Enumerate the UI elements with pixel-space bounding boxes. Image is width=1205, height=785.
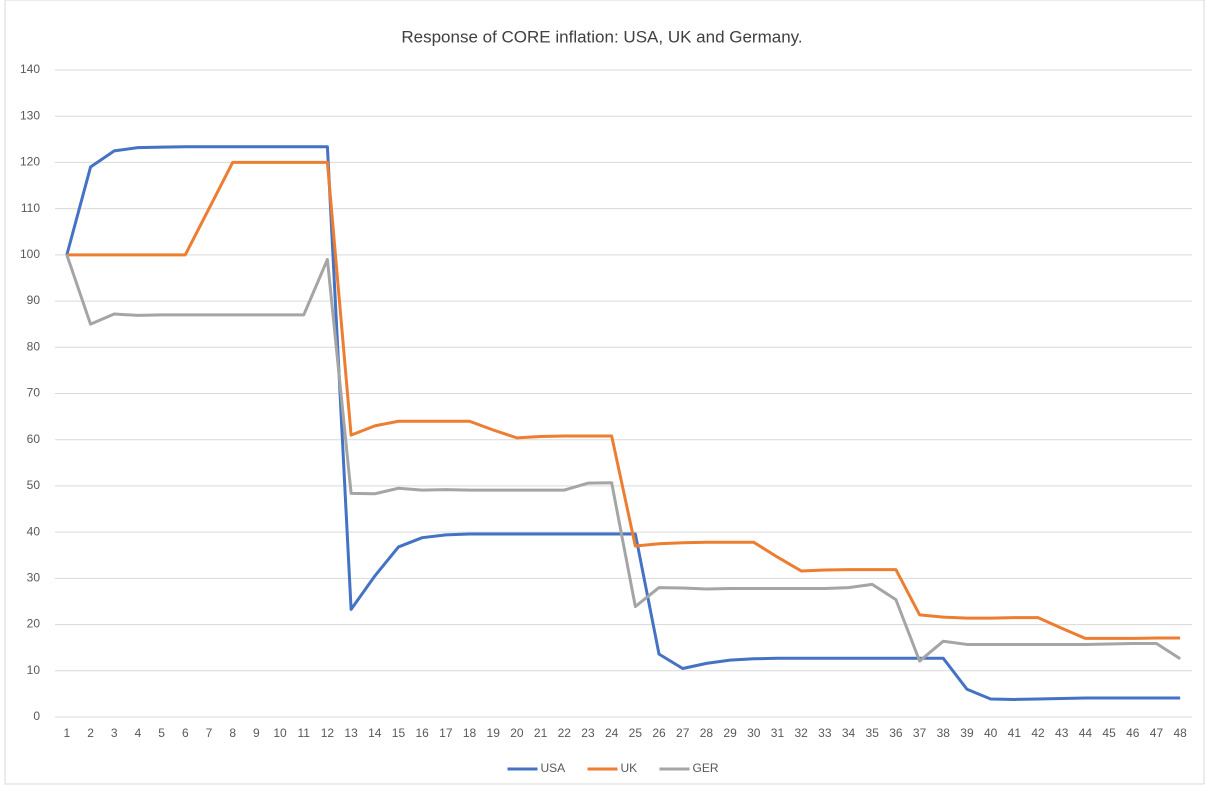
y-tick-label: 70 (27, 386, 41, 400)
x-tick-label: 34 (842, 726, 856, 740)
y-tick-label: 30 (27, 571, 41, 585)
y-tick-label: 50 (27, 478, 41, 492)
legend-label: GER (693, 761, 719, 775)
x-tick-label: 17 (439, 726, 453, 740)
x-tick-label: 36 (889, 726, 903, 740)
legend-label: UK (621, 761, 638, 775)
x-tick-label: 32 (794, 726, 808, 740)
x-tick-label: 15 (392, 726, 406, 740)
x-tick-label: 20 (510, 726, 524, 740)
x-tick-label: 6 (182, 726, 189, 740)
x-tick-label: 10 (273, 726, 287, 740)
x-tick-label: 47 (1150, 726, 1164, 740)
y-tick-label: 120 (20, 155, 40, 169)
x-tick-label: 9 (253, 726, 260, 740)
y-tick-label: 90 (27, 293, 41, 307)
x-tick-label: 1 (64, 726, 71, 740)
x-tick-label: 39 (960, 726, 974, 740)
x-tick-label: 21 (534, 726, 548, 740)
x-tick-label: 3 (111, 726, 118, 740)
line-series (65, 145, 1181, 701)
x-tick-label: 27 (676, 726, 690, 740)
legend-label: USA (541, 761, 566, 775)
y-tick-label: 0 (33, 709, 40, 723)
y-tick-label: 140 (20, 62, 40, 76)
x-tick-label: 38 (937, 726, 951, 740)
y-tick-label: 40 (27, 524, 41, 538)
x-tick-label: 24 (605, 726, 619, 740)
y-tick-label: 130 (20, 108, 40, 122)
x-tick-label: 30 (747, 726, 761, 740)
x-tick-label: 42 (1031, 726, 1045, 740)
x-tick-label: 19 (487, 726, 501, 740)
chart-title: Response of CORE inflation: USA, UK and … (401, 27, 802, 46)
x-tick-label: 28 (700, 726, 714, 740)
x-tick-label: 23 (581, 726, 595, 740)
y-tick-label: 20 (27, 617, 41, 631)
x-tick-label: 41 (1008, 726, 1022, 740)
x-tick-label: 33 (818, 726, 832, 740)
x-tick-label: 12 (321, 726, 335, 740)
x-tick-label: 8 (229, 726, 236, 740)
y-tick-label: 110 (21, 201, 40, 215)
x-tick-label: 2 (87, 726, 94, 740)
x-tick-label: 35 (866, 726, 880, 740)
chart-border (4, 0, 1205, 785)
x-tick-label: 16 (415, 726, 429, 740)
x-tick-label: 26 (652, 726, 666, 740)
x-tick-label: 44 (1079, 726, 1093, 740)
x-tick-label: 14 (368, 726, 382, 740)
x-tick-label: 45 (1102, 726, 1116, 740)
line-series (65, 254, 1181, 663)
line-series (66, 160, 1181, 640)
x-tick-label: 22 (558, 726, 572, 740)
x-tick-label: 25 (629, 726, 643, 740)
x-tick-label: 18 (463, 726, 477, 740)
x-tick-label: 43 (1055, 726, 1069, 740)
x-tick-label: 46 (1126, 726, 1140, 740)
x-tick-label: 4 (135, 726, 142, 740)
x-tick-label: 11 (297, 726, 310, 740)
x-tick-label: 40 (984, 726, 998, 740)
x-tick-label: 13 (344, 726, 358, 740)
y-tick-label: 80 (27, 339, 41, 353)
y-tick-label: 60 (27, 432, 41, 446)
x-tick-label: 7 (206, 726, 213, 740)
y-tick-label: 10 (27, 663, 41, 677)
x-tick-label: 48 (1173, 726, 1187, 740)
x-tick-label: 5 (158, 726, 165, 740)
x-tick-label: 29 (723, 726, 737, 740)
x-tick-label: 31 (771, 726, 785, 740)
y-tick-label: 100 (20, 247, 40, 261)
x-tick-label: 37 (913, 726, 927, 740)
